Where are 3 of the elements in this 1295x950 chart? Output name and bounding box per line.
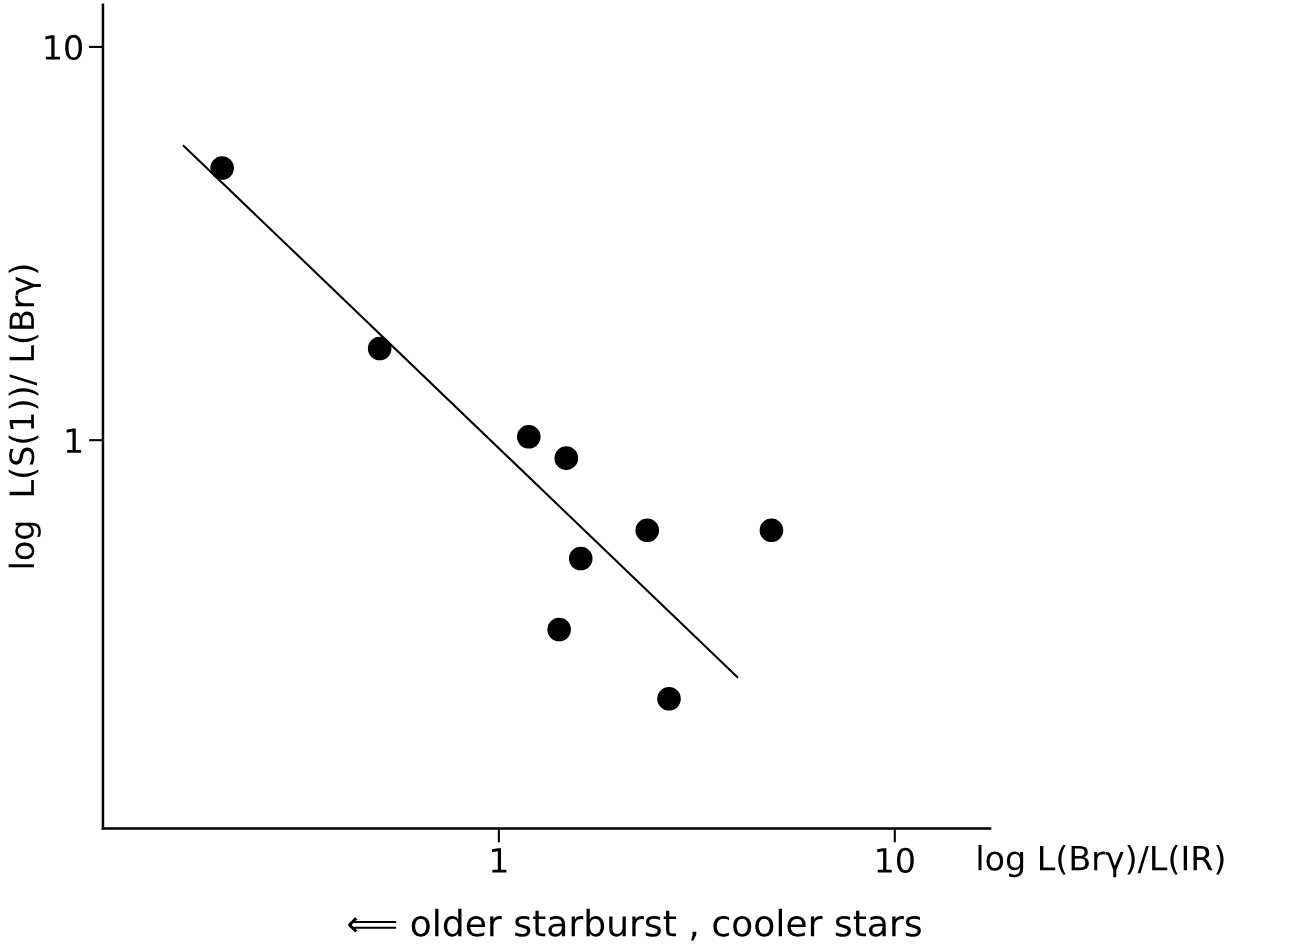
x-axis-title: log L(Brγ)/L(IR) bbox=[978, 844, 1224, 878]
y-axis-title: log L(S(1))/ L(Brγ) bbox=[8, 265, 41, 568]
text: ⟸ older starburst , cooler stars bbox=[348, 908, 921, 941]
